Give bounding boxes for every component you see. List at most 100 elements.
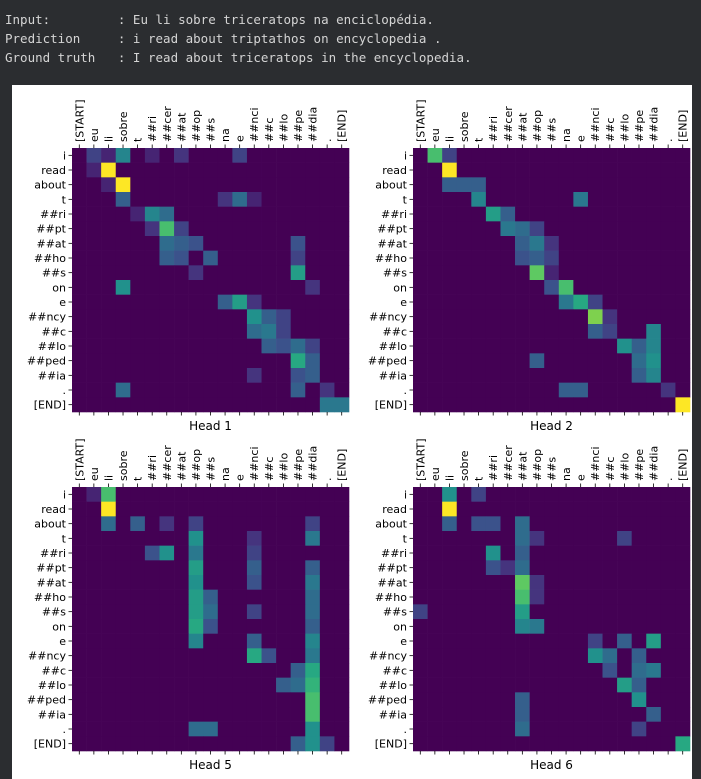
heatmap-cell (544, 633, 560, 649)
heatmap-cell (159, 721, 175, 737)
heatmap-cell (675, 338, 691, 354)
heatmap-cell (413, 663, 428, 678)
heatmap-cell (573, 294, 589, 310)
heatmap-cell (544, 487, 560, 502)
heatmap-cell (72, 516, 87, 532)
heatmap-cell (261, 177, 277, 193)
heatmap-cell (646, 575, 662, 590)
heatmap-cell (660, 177, 676, 193)
heatmap-cell (334, 619, 350, 634)
heatmap-cell (217, 619, 233, 634)
heatmap-cell (246, 382, 262, 398)
heatmap-cell (305, 177, 321, 193)
heatmap-cell (261, 589, 277, 605)
heatmap-cell (203, 648, 219, 664)
heatmap-cell (144, 192, 160, 207)
heatmap-cell (427, 648, 443, 664)
heatmap-cell (587, 382, 603, 398)
heatmap-cell (188, 338, 204, 354)
heatmap-cell (305, 736, 321, 752)
heatmap-cell (276, 294, 291, 310)
heatmap-cell (558, 177, 574, 193)
heatmap-cell (86, 309, 102, 325)
heatmap-cell (305, 721, 321, 737)
heatmap-cell (631, 516, 647, 532)
heatmap-cell (305, 531, 321, 546)
heatmap-cell (587, 265, 603, 281)
heatmap-cell (203, 604, 219, 620)
chart-title: Head 5 (189, 758, 232, 772)
x-tick-label: [START] (414, 99, 427, 142)
heatmap-cell (86, 648, 102, 664)
heatmap-cell (261, 663, 277, 678)
x-tick-label: ##c (604, 118, 617, 142)
heatmap-cell (646, 206, 662, 222)
heatmap-cell (232, 589, 248, 605)
heatmap-cell (485, 221, 501, 237)
heatmap-cell (427, 221, 443, 237)
heatmap-cell (485, 265, 501, 281)
y-tick-label: ##ia (379, 369, 407, 382)
heatmap-cell (144, 721, 160, 737)
x-tick-label: [END] (336, 449, 349, 481)
heatmap-cell (500, 280, 516, 295)
heatmap-cell (246, 516, 262, 532)
heatmap (72, 487, 350, 752)
heatmap-cell (442, 604, 458, 620)
heatmap-cell (660, 397, 676, 413)
heatmap-cell (217, 633, 233, 649)
y-tick-label: ##s (42, 606, 66, 619)
heatmap-cell (442, 148, 458, 163)
heatmap-cell (130, 663, 146, 678)
heatmap-cell (515, 162, 530, 178)
heatmap-cell (660, 589, 676, 605)
heatmap-cell (246, 707, 262, 722)
heatmap-cell (115, 663, 131, 678)
heatmap-cell (675, 353, 691, 369)
heatmap-cell (86, 294, 102, 310)
heatmap-cell (617, 487, 632, 502)
heatmap-cell (544, 265, 560, 281)
heatmap-cell (617, 265, 632, 281)
heatmap-cell (485, 397, 501, 413)
y-tick-label: i (404, 149, 407, 162)
x-tick-label: sobre (458, 450, 471, 481)
y-tick-label: i (63, 149, 66, 162)
heatmap-cell (675, 162, 691, 178)
heatmap-cell (290, 280, 306, 295)
heatmap-cell (558, 353, 574, 369)
heatmap-cell (471, 294, 487, 310)
heatmap-cell (290, 677, 306, 693)
heatmap-cell (159, 545, 175, 561)
heatmap-cell (159, 707, 175, 722)
heatmap-cell (290, 192, 306, 207)
heatmap-cell (115, 309, 131, 325)
heatmap-cell (101, 250, 117, 266)
heatmap-cell (660, 309, 676, 325)
heatmap-cell (203, 721, 219, 737)
heatmap-cell (174, 663, 189, 678)
heatmap-cell (232, 516, 248, 532)
heatmap-cell (413, 707, 428, 722)
heatmap-cell (442, 162, 458, 178)
heatmap-cell (500, 338, 516, 354)
x-tick-label: ##nci (589, 107, 602, 142)
heatmap-cell (617, 338, 632, 354)
x-tick-label: ##cer (502, 445, 515, 481)
heatmap-cell (101, 531, 117, 546)
heatmap-cell (115, 531, 131, 546)
heatmap-cell (159, 294, 175, 310)
heatmap-cell (602, 501, 618, 517)
heatmap-cell (261, 250, 277, 266)
heatmap-cell (246, 250, 262, 266)
heatmap-cell (305, 560, 321, 576)
heatmap-cell (529, 265, 545, 281)
heatmap-cell (319, 353, 335, 369)
heatmap-cell (232, 192, 248, 207)
heatmap-cell (515, 501, 530, 517)
heatmap-cell (602, 707, 618, 722)
heatmap-cell (246, 619, 262, 634)
y-tick-label: . (404, 723, 408, 736)
heatmap-cell (442, 721, 458, 737)
heatmap-cell (130, 236, 146, 251)
